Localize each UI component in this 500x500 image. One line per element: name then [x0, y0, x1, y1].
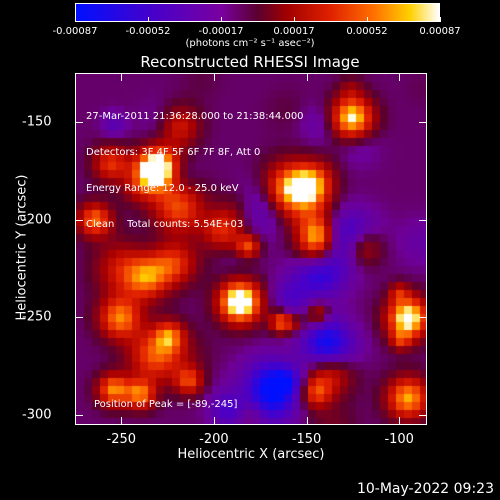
- y-tick-mark: [419, 220, 427, 221]
- colorbar-tick-mark: [367, 17, 368, 22]
- heatmap-image: [76, 74, 426, 424]
- colorbar-tick-label: -0.00017: [198, 26, 244, 37]
- y-tick-mark: [75, 317, 83, 318]
- x-tick-mark: [399, 73, 400, 81]
- peak-label: Position of Peak = [-89,-245]: [94, 399, 238, 410]
- x-tick-mark: [121, 417, 122, 425]
- plot-area: 27-Mar-2011 21:36:28.000 to 21:38:44.000…: [75, 73, 427, 425]
- x-tick-mark: [214, 73, 215, 81]
- colorbar-tick-label: 0.00052: [346, 26, 388, 37]
- annotation-counts: Clean Total counts: 5.54E+03: [86, 219, 244, 230]
- colorbar-tick-label: -0.00087: [52, 26, 98, 37]
- y-tick-mark: [419, 317, 427, 318]
- y-tick-mark: [75, 415, 83, 416]
- colorbar-tick-label: -0.00052: [125, 26, 171, 37]
- y-tick-mark: [75, 122, 83, 123]
- y-tick-label: -200: [22, 212, 52, 228]
- colorbar-tick-label: 0.00087: [419, 26, 461, 37]
- annotation-detectors: Detectors: 3F 4F 5F 6F 7F 8F, Att 0: [86, 147, 261, 158]
- x-tick-label: -250: [106, 432, 137, 447]
- colorbar-tick-mark: [294, 17, 295, 22]
- colorbar-tick-mark: [148, 17, 149, 22]
- annotation-energy: Energy Range: 12.0 - 25.0 keV: [86, 183, 239, 194]
- x-tick-mark: [214, 417, 215, 425]
- footer-date: 10-May-2022 09:23: [356, 481, 494, 497]
- y-tick-label: -250: [22, 309, 52, 325]
- x-axis-label: Heliocentric X (arcsec): [177, 447, 325, 462]
- colorbar-tick-mark: [75, 17, 76, 22]
- x-tick-mark: [121, 73, 122, 81]
- y-tick-label: -150: [22, 114, 52, 130]
- annotation-lines: 27-Mar-2011 21:36:28.000 to 21:38:44.000…: [86, 87, 304, 255]
- colorbar-tick-mark: [440, 17, 441, 22]
- y-tick-mark: [419, 415, 427, 416]
- y-tick-label: -300: [22, 407, 52, 423]
- x-tick-mark: [399, 417, 400, 425]
- colorbar-unit: (photons cm⁻² s⁻¹ asec⁻²): [185, 38, 315, 49]
- x-tick-label: -100: [384, 432, 414, 447]
- x-tick-mark: [307, 417, 308, 425]
- colorbar: [75, 3, 440, 22]
- x-tick-label: -150: [291, 432, 322, 447]
- x-tick-mark: [307, 73, 308, 81]
- chart-title: Reconstructed RHESSI Image: [140, 53, 360, 71]
- y-tick-mark: [75, 220, 83, 221]
- x-tick-label: -200: [199, 432, 229, 447]
- y-axis-label: Heliocentric Y (arcsec): [14, 174, 30, 321]
- colorbar-tick-label: 0.00017: [273, 26, 315, 37]
- y-tick-mark: [419, 122, 427, 123]
- annotation-time: 27-Mar-2011 21:36:28.000 to 21:38:44.000: [86, 111, 304, 122]
- colorbar-tick-mark: [221, 17, 222, 22]
